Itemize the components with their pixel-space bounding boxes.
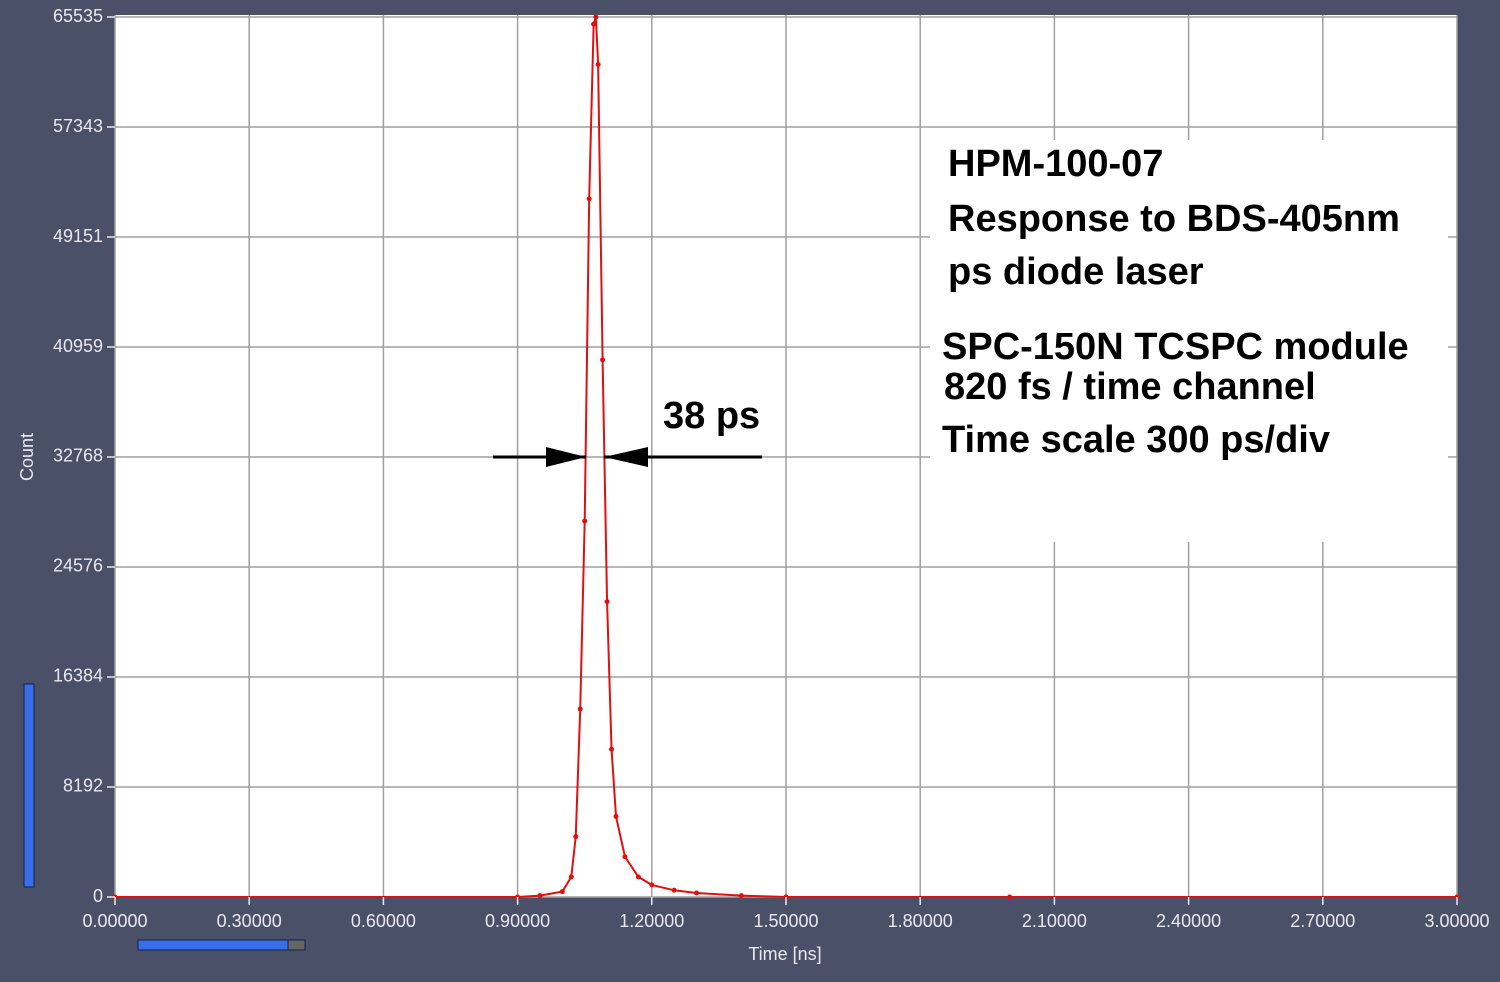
- annotation: SPC-150N TCSPC module: [942, 326, 1409, 368]
- data-point: [573, 834, 579, 840]
- arrow-head: [604, 447, 648, 467]
- data-point: [595, 61, 601, 67]
- x-tick-label: 1.50000: [753, 911, 818, 931]
- data-point: [559, 889, 565, 895]
- y-tick-label: 16384: [53, 666, 103, 686]
- data-point: [649, 882, 655, 888]
- y-tick-label: 0: [93, 886, 103, 906]
- annotation-box: [930, 140, 1448, 542]
- y-tick-label: 24576: [53, 556, 103, 576]
- x-tick-label: 0.60000: [351, 911, 416, 931]
- scrollbar-horizontal[interactable]: [137, 939, 289, 951]
- annotation: 820 fs / time channel: [944, 366, 1316, 408]
- data-point: [600, 357, 606, 363]
- x-tick-label: 3.00000: [1424, 911, 1489, 931]
- x-tick-label: 0.00000: [82, 911, 147, 931]
- y-tick-label: 65535: [53, 6, 103, 26]
- data-point: [591, 21, 597, 27]
- y-tick-label: 32768: [53, 446, 103, 466]
- data-point: [586, 196, 592, 202]
- y-axis-label: Count: [17, 433, 37, 481]
- data-point: [694, 890, 700, 896]
- annotation: 38 ps: [663, 395, 760, 437]
- annotation: Time scale 300 ps/div: [942, 419, 1330, 461]
- x-axis-label: Time [ns]: [748, 944, 821, 964]
- labels: 0 8192 16384 24576 32768 40959 49151 57343 65535…: [53, 6, 1490, 931]
- marks: [112, 14, 1460, 900]
- data-point: [613, 813, 619, 819]
- data-point: [604, 599, 610, 605]
- y-tick-label: 40959: [53, 336, 103, 356]
- y-tick-label: 49151: [53, 226, 103, 246]
- x-tick-label: 2.40000: [1156, 911, 1221, 931]
- data-point: [568, 874, 574, 880]
- scrollbar-vertical[interactable]: [23, 683, 35, 888]
- data-point: [593, 14, 599, 20]
- x-tick-label: 2.10000: [1022, 911, 1087, 931]
- data-point: [622, 854, 628, 860]
- data-point: [577, 706, 583, 712]
- data-point: [609, 746, 615, 752]
- annotation: ps diode laser: [948, 251, 1204, 293]
- arrow-head: [546, 447, 586, 467]
- x-tick-label: 0.30000: [217, 911, 282, 931]
- y-tick-label: 57343: [53, 116, 103, 136]
- x-tick-label: 1.20000: [619, 911, 684, 931]
- data-point: [738, 893, 744, 899]
- data-point: [635, 874, 641, 880]
- x-tick-label: 2.70000: [1290, 911, 1355, 931]
- annotation: Response to BDS-405nm: [948, 198, 1400, 240]
- data-point: [582, 518, 588, 524]
- data-point: [1007, 894, 1013, 900]
- y-tick-label: 8192: [63, 776, 103, 796]
- annotation: HPM-100-07: [948, 143, 1163, 185]
- data-point: [537, 893, 543, 899]
- x-tick-label: 1.80000: [888, 911, 953, 931]
- data-point: [671, 887, 677, 893]
- x-tick-label: 0.90000: [485, 911, 550, 931]
